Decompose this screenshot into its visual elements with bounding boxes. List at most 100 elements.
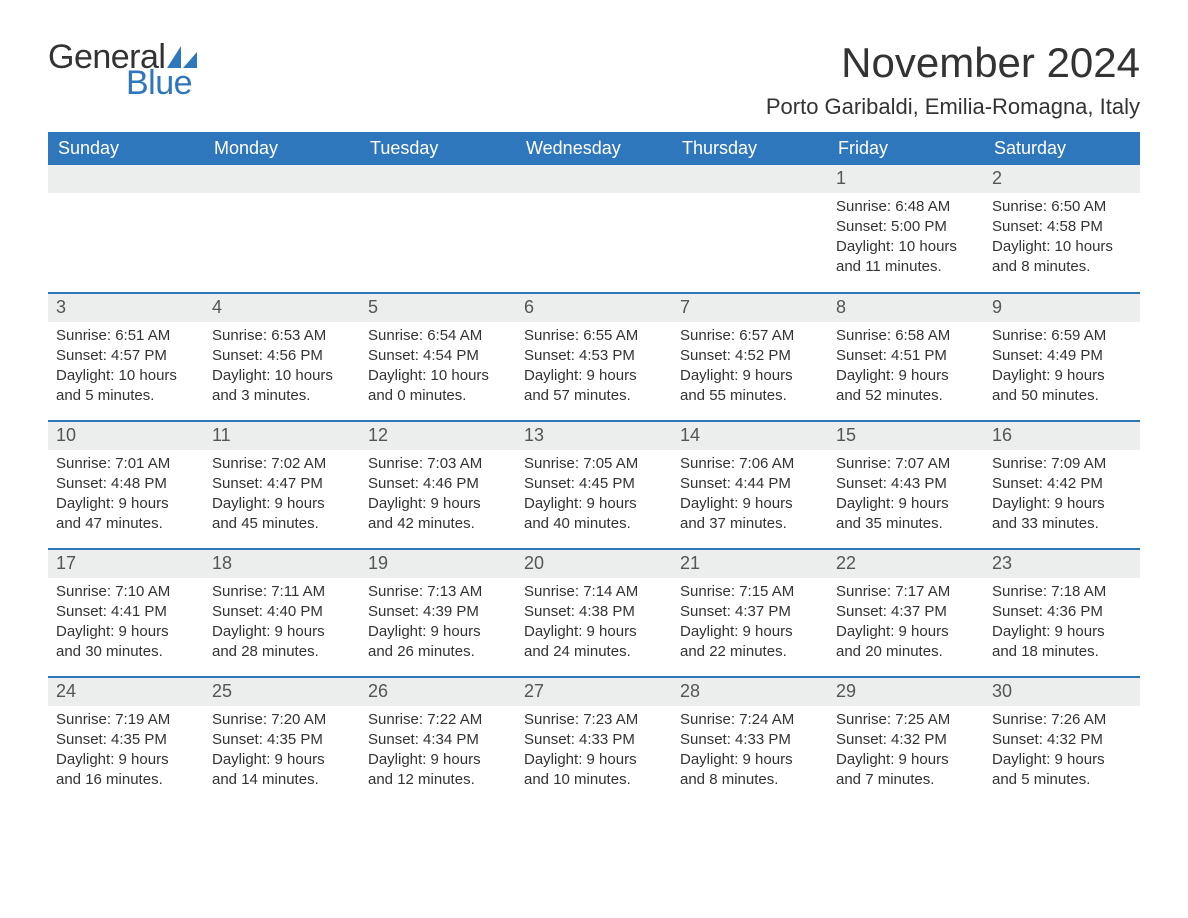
sunrise-line: Sunrise: 7:09 AM xyxy=(992,454,1132,474)
calendar-cell: 23Sunrise: 7:18 AMSunset: 4:36 PMDayligh… xyxy=(984,549,1140,677)
day-number: 3 xyxy=(48,294,204,321)
sunset-line: Sunset: 4:54 PM xyxy=(368,346,508,366)
calendar-cell: 25Sunrise: 7:20 AMSunset: 4:35 PMDayligh… xyxy=(204,677,360,805)
sunrise-line-value: 7:26 AM xyxy=(1051,711,1106,728)
calendar-cell: 16Sunrise: 7:09 AMSunset: 4:42 PMDayligh… xyxy=(984,421,1140,549)
sunrise-line-value: 7:20 AM xyxy=(271,711,326,728)
daylight-line: Daylight: 10 hours and 5 minutes. xyxy=(56,366,196,407)
calendar-cell: 22Sunrise: 7:17 AMSunset: 4:37 PMDayligh… xyxy=(828,549,984,677)
daylight-line-label: Daylight: xyxy=(836,238,894,255)
day-details: Sunrise: 6:54 AMSunset: 4:54 PMDaylight:… xyxy=(360,322,516,415)
sunset-line-label: Sunset: xyxy=(212,347,263,364)
sunrise-line-value: 6:50 AM xyxy=(1051,198,1106,215)
calendar-cell: 18Sunrise: 7:11 AMSunset: 4:40 PMDayligh… xyxy=(204,549,360,677)
day-number: 25 xyxy=(204,678,360,705)
daylight-line: Daylight: 10 hours and 0 minutes. xyxy=(368,366,508,407)
calendar-cell: 1Sunrise: 6:48 AMSunset: 5:00 PMDaylight… xyxy=(828,165,984,293)
sunset-line: Sunset: 4:44 PM xyxy=(680,474,820,494)
daylight-line-label: Daylight: xyxy=(680,623,738,640)
sunset-line-label: Sunset: xyxy=(368,603,419,620)
day-details: Sunrise: 7:18 AMSunset: 4:36 PMDaylight:… xyxy=(984,578,1140,671)
daylight-line: Daylight: 9 hours and 14 minutes. xyxy=(212,750,352,791)
daylight-line: Daylight: 9 hours and 16 minutes. xyxy=(56,750,196,791)
sunset-line: Sunset: 4:51 PM xyxy=(836,346,976,366)
sunrise-line-label: Sunrise: xyxy=(992,198,1047,215)
daylight-line-label: Daylight: xyxy=(56,751,114,768)
daylight-line: Daylight: 9 hours and 28 minutes. xyxy=(212,622,352,663)
day-details: Sunrise: 7:14 AMSunset: 4:38 PMDaylight:… xyxy=(516,578,672,671)
sunset-line: Sunset: 4:35 PM xyxy=(212,730,352,750)
day-details: Sunrise: 7:17 AMSunset: 4:37 PMDaylight:… xyxy=(828,578,984,671)
calendar-cell: 9Sunrise: 6:59 AMSunset: 4:49 PMDaylight… xyxy=(984,293,1140,421)
day-number: 30 xyxy=(984,678,1140,705)
sunset-line-label: Sunset: xyxy=(368,475,419,492)
sunrise-line: Sunrise: 7:25 AM xyxy=(836,710,976,730)
daylight-line: Daylight: 9 hours and 47 minutes. xyxy=(56,494,196,535)
daylight-line: Daylight: 10 hours and 3 minutes. xyxy=(212,366,352,407)
sunrise-line-label: Sunrise: xyxy=(212,327,267,344)
sunrise-line: Sunrise: 7:07 AM xyxy=(836,454,976,474)
daylight-line-label: Daylight: xyxy=(836,623,894,640)
daylight-line-label: Daylight: xyxy=(680,751,738,768)
sunset-line-value: 4:48 PM xyxy=(111,475,167,492)
sunset-line-label: Sunset: xyxy=(836,603,887,620)
sunrise-line: Sunrise: 6:48 AM xyxy=(836,197,976,217)
sunrise-line-value: 7:18 AM xyxy=(1051,583,1106,600)
sunrise-line-label: Sunrise: xyxy=(56,711,111,728)
sunset-line-label: Sunset: xyxy=(680,347,731,364)
sunset-line-value: 4:36 PM xyxy=(1047,603,1103,620)
sunset-line: Sunset: 4:37 PM xyxy=(836,602,976,622)
sunrise-line: Sunrise: 7:13 AM xyxy=(368,582,508,602)
day-number: 20 xyxy=(516,550,672,577)
sunset-line: Sunset: 4:56 PM xyxy=(212,346,352,366)
sunset-line-value: 4:46 PM xyxy=(423,475,479,492)
sunset-line-label: Sunset: xyxy=(524,603,575,620)
sunset-line-label: Sunset: xyxy=(368,731,419,748)
sunrise-line-value: 7:25 AM xyxy=(895,711,950,728)
daylight-line-label: Daylight: xyxy=(524,367,582,384)
sunrise-line: Sunrise: 6:55 AM xyxy=(524,326,664,346)
calendar-cell: 6Sunrise: 6:55 AMSunset: 4:53 PMDaylight… xyxy=(516,293,672,421)
daylight-line-label: Daylight: xyxy=(368,367,426,384)
day-details: Sunrise: 7:06 AMSunset: 4:44 PMDaylight:… xyxy=(672,450,828,543)
sunset-line: Sunset: 4:38 PM xyxy=(524,602,664,622)
day-details: Sunrise: 7:22 AMSunset: 4:34 PMDaylight:… xyxy=(360,706,516,799)
sunrise-line-value: 7:06 AM xyxy=(739,455,794,472)
sunrise-line-label: Sunrise: xyxy=(368,583,423,600)
day-details: Sunrise: 7:23 AMSunset: 4:33 PMDaylight:… xyxy=(516,706,672,799)
sunrise-line-value: 7:05 AM xyxy=(583,455,638,472)
day-details: Sunrise: 7:02 AMSunset: 4:47 PMDaylight:… xyxy=(204,450,360,543)
sunrise-line-value: 6:59 AM xyxy=(1051,327,1106,344)
sunset-line: Sunset: 4:37 PM xyxy=(680,602,820,622)
sunrise-line-value: 6:53 AM xyxy=(271,327,326,344)
daylight-line: Daylight: 9 hours and 30 minutes. xyxy=(56,622,196,663)
daylight-line-label: Daylight: xyxy=(368,623,426,640)
daylight-line-label: Daylight: xyxy=(212,495,270,512)
sunset-line: Sunset: 4:34 PM xyxy=(368,730,508,750)
daylight-line-label: Daylight: xyxy=(524,751,582,768)
daylight-line: Daylight: 9 hours and 10 minutes. xyxy=(524,750,664,791)
sunset-line-label: Sunset: xyxy=(56,603,107,620)
daylight-line: Daylight: 9 hours and 33 minutes. xyxy=(992,494,1132,535)
daylight-line-label: Daylight: xyxy=(992,623,1050,640)
day-details: Sunrise: 7:20 AMSunset: 4:35 PMDaylight:… xyxy=(204,706,360,799)
day-details: Sunrise: 6:50 AMSunset: 4:58 PMDaylight:… xyxy=(984,193,1140,286)
weekday-header: Friday xyxy=(828,132,984,165)
sunset-line-label: Sunset: xyxy=(524,731,575,748)
calendar-cell xyxy=(672,165,828,293)
sunrise-line-label: Sunrise: xyxy=(992,455,1047,472)
day-details: Sunrise: 7:13 AMSunset: 4:39 PMDaylight:… xyxy=(360,578,516,671)
sunset-line-value: 4:32 PM xyxy=(1047,731,1103,748)
daylight-line: Daylight: 9 hours and 45 minutes. xyxy=(212,494,352,535)
sunrise-line-value: 6:55 AM xyxy=(583,327,638,344)
sunrise-line: Sunrise: 6:59 AM xyxy=(992,326,1132,346)
day-number: 13 xyxy=(516,422,672,449)
sunrise-line-label: Sunrise: xyxy=(368,455,423,472)
sunrise-line: Sunrise: 6:54 AM xyxy=(368,326,508,346)
sunset-line: Sunset: 4:47 PM xyxy=(212,474,352,494)
sunset-line-value: 4:47 PM xyxy=(267,475,323,492)
sunset-line-value: 4:58 PM xyxy=(1047,218,1103,235)
sunset-line-value: 4:33 PM xyxy=(579,731,635,748)
sunrise-line-label: Sunrise: xyxy=(992,583,1047,600)
location-subtitle: Porto Garibaldi, Emilia-Romagna, Italy xyxy=(766,94,1140,120)
